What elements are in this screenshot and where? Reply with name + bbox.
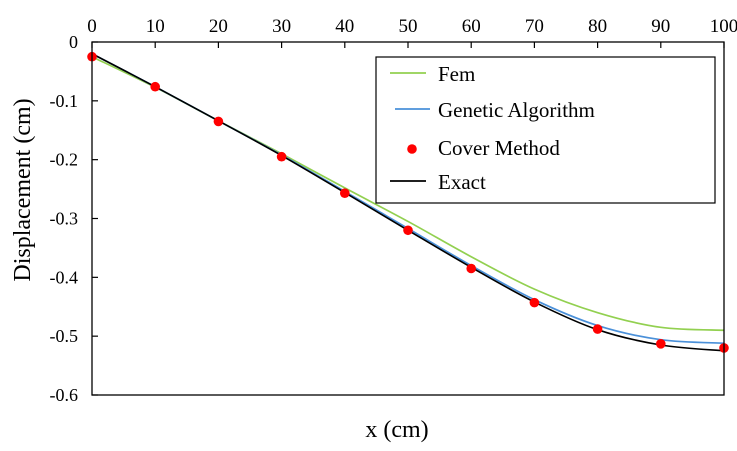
x-tick-label: 50 [399, 16, 418, 37]
cover-method-marker [592, 324, 603, 334]
y-tick-label: -0.1 [50, 91, 79, 111]
cover-method-marker [150, 81, 160, 92]
x-tick-label: 0 [87, 16, 97, 37]
legend-label-genetic-algorithm: Genetic Algorithm [438, 98, 595, 122]
cover-method-marker [213, 116, 224, 127]
y-tick-label: 0 [69, 32, 78, 52]
x-tick-label: 90 [651, 16, 670, 37]
cover-method-marker [403, 225, 413, 236]
legend: Fem Genetic Algorithm Cover Method Exact [375, 56, 716, 204]
y-axis-label: Displacement (cm) [10, 98, 36, 281]
cover-method-marker [529, 297, 540, 308]
legend-box [375, 56, 716, 204]
cover-method-marker [656, 339, 666, 349]
cover-method-marker [340, 188, 350, 199]
x-tick-label: 20 [209, 16, 228, 37]
x-tick-label: 10 [146, 16, 165, 37]
x-tick-label: 60 [462, 16, 481, 37]
legend-label-cover-method: Cover Method [438, 136, 560, 160]
y-tick-label: -0.3 [50, 209, 79, 229]
x-tick-label: 80 [588, 16, 607, 37]
x-axis-label: x (cm) [365, 417, 428, 443]
cover-method-marker [466, 263, 477, 274]
cover-method-marker [276, 151, 287, 162]
legend-label-fem: Fem [438, 62, 475, 86]
x-tick-label: 100 [710, 16, 737, 37]
legend-label-exact: Exact [438, 170, 486, 194]
y-tick-label: -0.2 [50, 150, 79, 170]
y-tick-label: -0.6 [50, 385, 79, 405]
x-tick-label: 70 [525, 16, 544, 37]
x-tick-label: 40 [335, 16, 354, 37]
legend-swatch-cover-method [407, 144, 417, 154]
y-tick-label: -0.5 [50, 326, 79, 346]
x-tick-label: 30 [272, 16, 291, 37]
y-tick-label: -0.4 [50, 267, 79, 287]
